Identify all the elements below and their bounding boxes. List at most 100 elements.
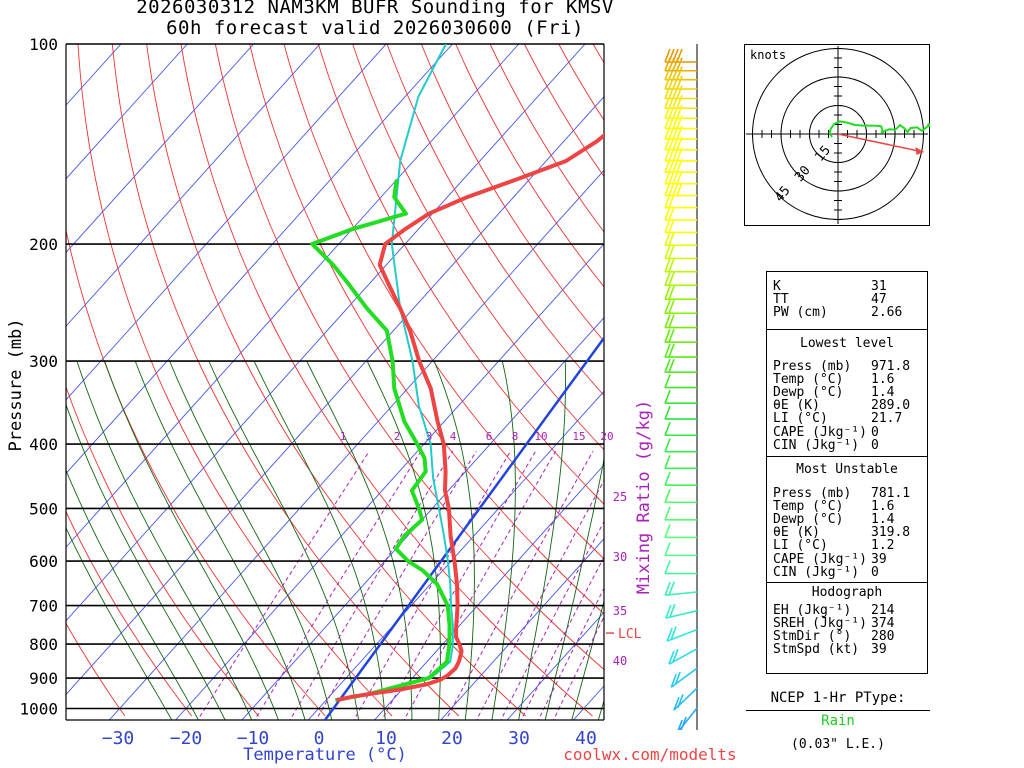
lowest-level-label: Dewp (°C) <box>773 385 844 401</box>
isotherm-line <box>66 44 321 327</box>
wind-barb-flag <box>664 94 671 109</box>
mixing-ratio-label: 3 <box>426 430 433 443</box>
most-unstable-row: Dewp (°C) 1.4 <box>773 513 921 526</box>
lowest-level-value: 1.6 <box>871 372 895 388</box>
temperature-tick-label: −10 <box>237 728 270 749</box>
mixing-ratio-line <box>197 450 370 720</box>
most-unstable-title: Most Unstable <box>796 462 898 477</box>
index-top-label: PW (cm) <box>773 305 828 321</box>
wind-barb-flag <box>664 75 671 90</box>
wind-barb-flag <box>668 258 675 273</box>
theta-e-label: 30 <box>613 550 627 564</box>
wind-barb-flag <box>664 506 671 521</box>
mixing-ratio-line <box>254 450 422 720</box>
moist-adiabat-line <box>518 360 566 720</box>
wind-barb-flag <box>664 194 671 208</box>
wind-barb-flag <box>664 560 671 574</box>
wind-barb-flag <box>664 581 671 596</box>
x-axis-label: Temperature (°C) <box>243 745 407 765</box>
most-unstable-value: 0 <box>871 564 879 580</box>
wind-barb-flag <box>664 219 671 233</box>
most-unstable-label: Temp (°C) <box>773 499 844 515</box>
dry-adiabat-line <box>352 44 604 451</box>
sounding-profiles <box>310 44 604 703</box>
most-unstable-value: 39 <box>871 551 887 567</box>
temperature-tick-label: 10 <box>375 728 397 749</box>
wind-barb-flag <box>669 603 676 618</box>
wind-barb-flag <box>664 136 671 151</box>
wind-barb-flag <box>664 158 671 173</box>
dry-adiabat-line <box>283 44 604 560</box>
lowest-level-value: 971.8 <box>871 359 911 374</box>
lcl-label: LCL <box>618 627 642 642</box>
hodograph-title: Hodograph <box>811 585 883 600</box>
isotherm-line <box>175 243 604 720</box>
dry-adiabat-line <box>77 44 393 717</box>
most-unstable-row: CIN (Jkg⁻¹) 0 <box>773 566 921 579</box>
mixing-ratio-label: 6 <box>486 430 493 443</box>
wind-barb-flag <box>664 524 671 538</box>
wind-barb-flag <box>664 206 671 221</box>
moist-adiabat-line <box>208 360 359 720</box>
index-top-row: K 31 <box>773 280 921 293</box>
hodograph-index-label: SREH (Jkg⁻¹) <box>773 616 867 632</box>
wind-barb-flag <box>668 219 675 233</box>
index-top-row: TT 47 <box>773 293 921 306</box>
hodograph-index-row: EH (Jkg⁻¹) 214 <box>773 604 921 617</box>
hodograph-index-value: 39 <box>871 642 887 658</box>
mixing-ratio-label: 20 <box>600 430 613 443</box>
moist-adiabat-line <box>104 360 279 720</box>
wind-barb-flag <box>668 182 675 196</box>
temperature-tick-label: −20 <box>170 728 203 749</box>
wind-barb-flag <box>664 182 671 196</box>
wind-barb-flag <box>668 650 675 665</box>
credit-text: coolwx.com/modelts <box>563 745 736 764</box>
wind-barb-flag <box>668 299 675 314</box>
dry-adiabat-line <box>66 510 193 717</box>
wind-barb-flag <box>677 719 683 730</box>
pressure-tick-label: 600 <box>29 552 58 571</box>
wind-barb-flag <box>664 358 671 373</box>
isotherm-line <box>307 390 604 720</box>
chart-title-line1: 2026030312 NAM3KM BUFR Sounding for KMSV <box>136 0 614 18</box>
isotherm-line <box>66 44 387 401</box>
wind-barb-flag <box>664 299 671 314</box>
moist-adiabat-line <box>366 360 441 720</box>
hodograph-index-label: EH (Jkg⁻¹) <box>773 603 852 618</box>
wind-barb-flag <box>673 696 680 711</box>
wind-barb-flag <box>664 405 671 420</box>
wind-barb-flag <box>672 182 679 196</box>
most-unstable-label: LI (°C) <box>773 538 828 554</box>
mixing-ratio-line <box>445 450 594 720</box>
most-unstable-label: CAPE (Jkg⁻¹) <box>773 551 867 567</box>
wind-barb-flag <box>670 673 677 688</box>
y-axis-label: Pressure (mb) <box>6 318 26 451</box>
hodograph-units: knots <box>750 48 786 62</box>
hodograph-endpoint <box>927 123 930 127</box>
hodograph-index-label: StmSpd (kt) <box>773 642 860 658</box>
moist-adiabat-line <box>169 360 333 720</box>
wind-barb-flag <box>664 170 671 185</box>
wind-barb-flag <box>668 194 675 208</box>
lowest-level-value: 1.4 <box>871 385 895 401</box>
parcel-path <box>323 337 604 720</box>
lowest-level-title: Lowest level <box>800 336 894 351</box>
wind-barb-flag <box>668 232 675 246</box>
hodograph-index-row: StmSpd (kt) 39 <box>773 643 921 656</box>
lowest-level-label: CAPE (Jkg⁻¹) <box>773 424 867 440</box>
isotherm-line <box>66 44 254 254</box>
pressure-tick-label: 1000 <box>19 700 58 719</box>
moist-adiabat-line <box>306 360 413 720</box>
index-top-value: 2.66 <box>871 305 903 321</box>
most-unstable-row: CAPE (Jkg⁻¹) 39 <box>773 553 921 566</box>
wind-barb-flag <box>664 374 671 388</box>
ptype-title: NCEP 1-Hr PType: <box>770 690 906 706</box>
lowest-level-row: CAPE (Jkg⁻¹) 0 <box>773 426 921 439</box>
wind-barb-flag <box>672 648 679 663</box>
lowest-level-row: LI (°C) 21.7 <box>773 412 921 425</box>
temperature-tick-label: 0 <box>314 728 325 749</box>
pressure-tick-label: 400 <box>29 435 58 454</box>
mixing-ratio-label: 10 <box>534 430 547 443</box>
isotherm-lines <box>66 44 604 720</box>
mixing-ratio-label: 8 <box>512 430 519 443</box>
